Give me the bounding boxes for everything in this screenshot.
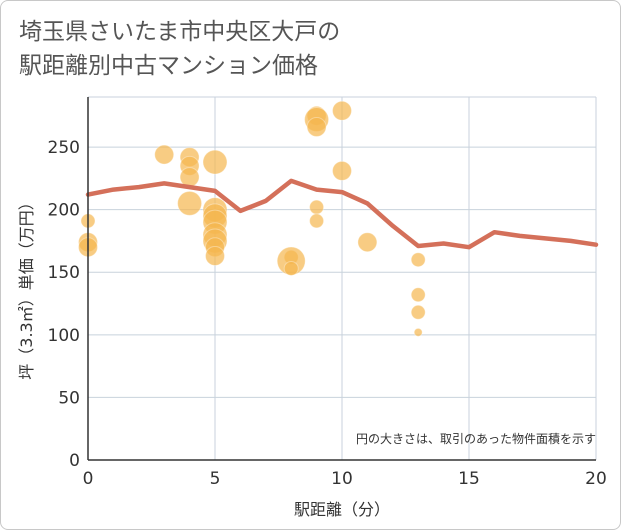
x-tick-label: 10 — [331, 469, 353, 489]
y-tick-label: 200 — [48, 201, 80, 221]
y-axis-label: 坪（3.3㎡）単価（万円） — [17, 194, 36, 379]
y-tick-label: 150 — [48, 263, 80, 283]
bubble-point — [283, 260, 299, 276]
bubble-point — [410, 304, 426, 320]
bubble-point — [309, 213, 325, 229]
y-tick-label: 100 — [48, 326, 80, 346]
bubble-point — [413, 327, 423, 337]
bubble-point — [205, 245, 225, 266]
x-tick-label: 20 — [585, 469, 607, 489]
bubble-point — [410, 252, 426, 268]
bubble-point — [179, 167, 200, 188]
axes — [87, 97, 596, 461]
bubble-point — [357, 232, 378, 253]
x-axis-label: 駅距離（分） — [294, 500, 390, 519]
bubble-point — [154, 144, 175, 165]
bubble-point — [410, 287, 426, 303]
trend-line-0 — [85, 178, 599, 250]
chart-title-line1: 埼玉県さいたま市中央区大戸の — [19, 19, 341, 45]
bubble-point — [332, 160, 352, 181]
y-tick-label: 0 — [69, 451, 80, 471]
bubble-point — [177, 190, 203, 216]
size-legend-note: 円の大きさは、取引のあった物件面積を示す — [356, 431, 596, 446]
chart-title: 埼玉県さいたま市中央区大戸の 駅距離別中古マンション価格 — [19, 15, 340, 83]
x-tick-label: 0 — [83, 469, 94, 489]
bubble-point — [309, 199, 325, 215]
bubble-point — [202, 149, 228, 175]
grid-lines — [88, 96, 597, 460]
trend-line-layer — [85, 178, 599, 250]
y-tick-label: 250 — [48, 138, 80, 158]
bubble-point — [306, 117, 327, 138]
y-tick-labels: 0 50 100 150 200 250 — [48, 138, 80, 471]
x-tick-label: 5 — [210, 469, 221, 489]
x-tick-labels: 0 5 10 15 20 — [83, 469, 607, 489]
y-tick-label: 50 — [58, 388, 80, 408]
bubble-point — [332, 100, 352, 121]
chart-title-line2: 駅距離別中古マンション価格 — [19, 53, 318, 79]
x-tick-label: 15 — [458, 469, 480, 489]
